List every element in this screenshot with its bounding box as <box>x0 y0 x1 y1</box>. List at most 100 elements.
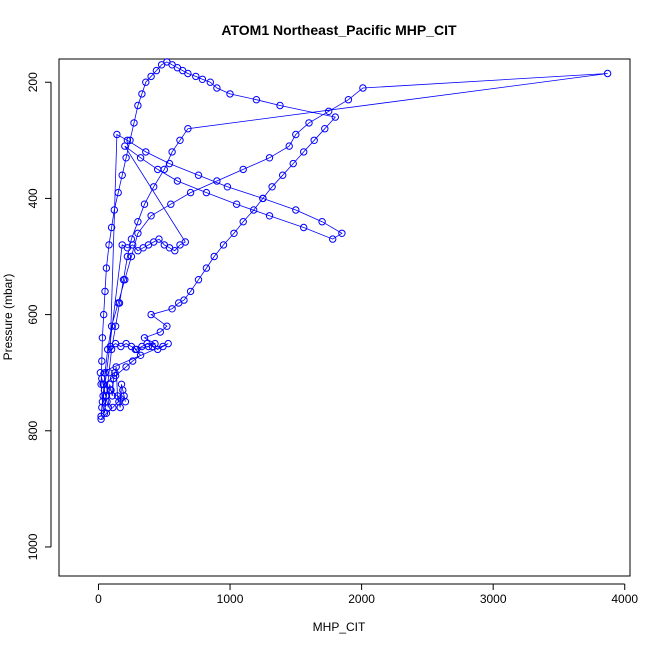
data-point <box>121 276 129 284</box>
data-point <box>194 276 203 284</box>
data-point <box>136 351 145 359</box>
data-point <box>164 339 172 348</box>
data-point <box>603 69 612 78</box>
data-point <box>97 415 105 423</box>
data-point <box>213 84 221 92</box>
data-point <box>329 235 337 243</box>
data-point <box>167 200 175 208</box>
data-point <box>192 72 200 81</box>
data-point <box>213 177 221 185</box>
data-point <box>100 310 108 319</box>
data-point <box>276 101 284 110</box>
data-point <box>230 229 238 238</box>
data-point <box>142 148 150 156</box>
data-point <box>206 78 215 86</box>
data-point <box>142 78 150 86</box>
x-tick-label: 1000 <box>217 592 244 606</box>
x-axis: 0 1000 2000 3000 4000 <box>95 583 638 606</box>
data-point <box>232 200 241 208</box>
y-tick-label: 400 <box>26 188 40 208</box>
data-point <box>97 380 105 388</box>
x-tick-label: 0 <box>95 592 102 606</box>
data-point <box>147 212 155 220</box>
x-tick-label: 2000 <box>348 592 375 606</box>
data-point <box>168 305 176 313</box>
data-point <box>265 154 274 162</box>
data-point <box>129 357 137 365</box>
data-point <box>98 398 107 406</box>
y-tick-label: 1000 <box>26 533 40 560</box>
data-point <box>105 241 113 249</box>
data-point <box>318 218 326 226</box>
data-point <box>338 229 346 238</box>
data-point <box>114 188 122 197</box>
y-axis: 200 400 600 800 1000 <box>26 72 52 560</box>
data-point <box>310 136 318 145</box>
data-point <box>98 334 107 342</box>
x-tick-label: 3000 <box>480 592 507 606</box>
x-tick-label: 4000 <box>611 592 638 606</box>
data-point <box>219 241 228 249</box>
data-point <box>152 66 161 75</box>
data-point <box>210 252 218 261</box>
y-tick-label: 800 <box>26 420 40 440</box>
data-point <box>127 252 136 261</box>
data-point <box>123 136 132 145</box>
data-point <box>134 101 142 110</box>
data-point <box>163 322 171 330</box>
data-point <box>186 287 195 296</box>
data-point <box>239 165 247 174</box>
data-point <box>265 212 274 220</box>
data-point <box>136 154 145 162</box>
data-point <box>138 90 146 98</box>
data-point <box>268 183 276 191</box>
data-point <box>180 296 188 304</box>
y-tick-label: 600 <box>26 304 40 324</box>
data-point <box>202 188 211 197</box>
data-point <box>102 264 111 272</box>
data-point <box>147 72 155 81</box>
data-point <box>292 130 300 139</box>
data-point <box>155 235 163 243</box>
data-point <box>101 287 109 296</box>
data-point <box>140 200 149 208</box>
data-point <box>147 310 155 319</box>
data-point <box>121 398 130 406</box>
plot-frame <box>58 58 631 577</box>
x-axis-label: MHP_CIT <box>313 620 366 634</box>
data-point <box>108 392 117 400</box>
chart-title: ATOM1 Northeast_Pacific MHP_CIT <box>221 22 457 38</box>
data-point <box>300 148 308 156</box>
data-point <box>252 96 261 104</box>
data-point <box>226 90 234 98</box>
data-point <box>239 218 247 226</box>
data-point <box>285 142 293 150</box>
data-point <box>154 165 162 174</box>
data-point <box>331 113 339 121</box>
data-point <box>126 136 134 145</box>
data-point <box>110 206 119 214</box>
data-point <box>114 299 122 307</box>
data-point <box>98 357 106 365</box>
data-point <box>344 96 353 104</box>
data-point <box>122 154 130 162</box>
data-point <box>157 61 166 69</box>
data-point <box>198 75 207 84</box>
data-point <box>123 252 132 261</box>
data-point <box>181 238 190 246</box>
data-point <box>300 223 308 232</box>
data-point <box>173 177 182 185</box>
data-point <box>223 183 232 191</box>
data-point <box>134 229 142 238</box>
data-point <box>259 194 267 203</box>
data-point <box>112 363 120 371</box>
series-line <box>99 61 608 420</box>
data-point <box>150 183 158 191</box>
data-point <box>129 241 137 249</box>
data-layer <box>96 58 612 423</box>
data-point <box>118 171 126 179</box>
data-point <box>130 119 138 127</box>
data-point <box>184 125 192 133</box>
data-point <box>116 403 124 412</box>
